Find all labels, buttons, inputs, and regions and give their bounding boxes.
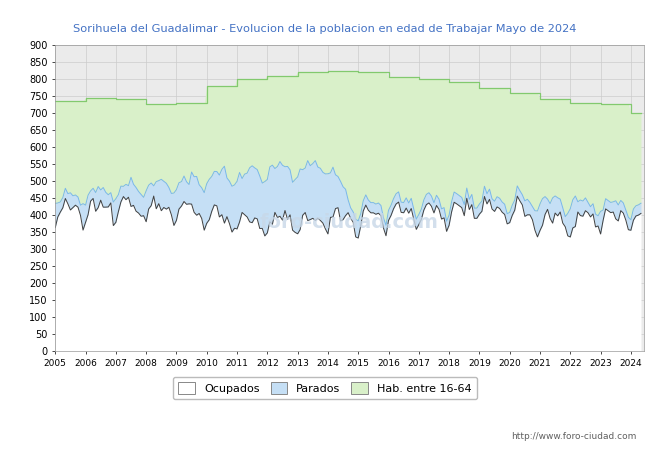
Text: Sorihuela del Guadalimar - Evolucion de la poblacion en edad de Trabajar Mayo de: Sorihuela del Guadalimar - Evolucion de …: [73, 24, 577, 34]
Legend: Ocupados, Parados, Hab. entre 16-64: Ocupados, Parados, Hab. entre 16-64: [173, 377, 477, 400]
Text: foro-ciudad.com: foro-ciudad.com: [260, 213, 439, 232]
Text: http://www.foro-ciudad.com: http://www.foro-ciudad.com: [512, 432, 637, 441]
